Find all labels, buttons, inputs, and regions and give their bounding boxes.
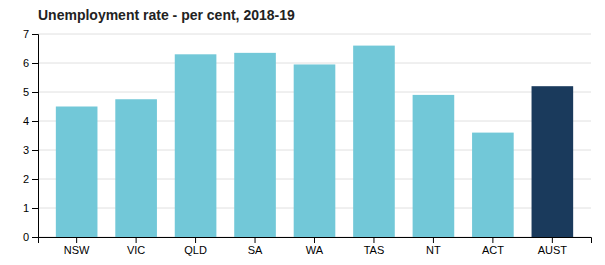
y-tick-mark [32, 121, 38, 122]
bar [56, 107, 98, 238]
y-tick: 4 [23, 115, 38, 127]
bar [294, 64, 336, 237]
x-axis-line [39, 238, 592, 244]
chart-svg: 0 1 2 3 4 5 6 7 NSW VIC QLD SA WA TAS NT ACT AUST Unemplo… [0, 0, 605, 265]
y-tick-mark [32, 237, 38, 238]
x-tick: VIC [127, 237, 145, 256]
bars [56, 46, 573, 237]
y-axis: 0 1 2 3 4 5 6 7 [23, 28, 39, 243]
y-tick-mark [32, 208, 38, 209]
x-tick: SA [248, 237, 263, 256]
y-tick-label: 0 [23, 231, 29, 243]
x-tick-label: QLD [184, 244, 207, 256]
x-tick-label: NT [426, 244, 441, 256]
x-tick-label: WA [306, 244, 324, 256]
y-tick: 6 [23, 57, 38, 69]
y-tick: 7 [23, 28, 38, 40]
y-tick-label: 2 [23, 173, 29, 185]
y-tick: 0 [23, 231, 38, 243]
x-tick-label: VIC [127, 244, 145, 256]
x-tick-mark [314, 237, 315, 243]
y-tick-label: 7 [23, 28, 29, 40]
chart-container: 0 1 2 3 4 5 6 7 NSW VIC QLD SA WA TAS NT ACT AUST Unemplo… [0, 0, 605, 265]
y-tick: 1 [23, 202, 38, 214]
y-tick-label: 5 [23, 86, 29, 98]
x-tick-label: TAS [364, 244, 385, 256]
x-tick-label: ACT [482, 244, 504, 256]
x-tick: NSW [64, 237, 90, 256]
x-tick-mark [373, 237, 374, 243]
plot: 0 1 2 3 4 5 6 7 NSW VIC QLD SA WA TAS NT ACT AUST [23, 28, 592, 256]
y-tick-label: 6 [23, 57, 29, 69]
x-tick: ACT [482, 237, 504, 256]
y-tick-mark [32, 63, 38, 64]
y-tick: 2 [23, 173, 38, 185]
x-tick: AUST [538, 237, 568, 256]
bar [175, 54, 217, 237]
x-tick-label: NSW [64, 244, 90, 256]
title: Unemployment rate - per cent, 2018-19 [38, 7, 295, 23]
y-tick-mark [32, 150, 38, 151]
x-tick-mark [433, 237, 434, 243]
bar [234, 53, 276, 237]
grid-line [38, 63, 591, 64]
x-axis: NSW VIC QLD SA WA TAS NT ACT AUST [39, 237, 592, 256]
x-tick-mark [492, 237, 493, 243]
x-tick: WA [306, 237, 324, 256]
x-tick-mark [255, 237, 256, 243]
y-tick-label: 3 [23, 144, 29, 156]
y-tick-label: 1 [23, 202, 29, 214]
bar [532, 86, 574, 237]
bar [353, 46, 395, 237]
x-tick-mark [136, 237, 137, 243]
grid-line [38, 34, 591, 35]
bar [472, 133, 514, 237]
y-tick-mark [32, 34, 38, 35]
x-tick: TAS [364, 237, 385, 256]
grid [38, 34, 591, 237]
x-tick-mark [76, 237, 77, 243]
y-tick-label: 4 [23, 115, 29, 127]
y-tick: 5 [23, 86, 38, 98]
y-axis-line [32, 35, 39, 238]
x-tick-mark [195, 237, 196, 243]
y-tick-mark [32, 179, 38, 180]
bar [413, 95, 455, 237]
x-tick-label: SA [248, 244, 263, 256]
bar [115, 99, 157, 237]
x-tick: QLD [184, 237, 207, 256]
x-tick-mark [552, 237, 553, 243]
y-tick: 3 [23, 144, 38, 156]
x-tick-label: AUST [538, 244, 568, 256]
x-tick: NT [426, 237, 441, 256]
y-tick-mark [32, 92, 38, 93]
